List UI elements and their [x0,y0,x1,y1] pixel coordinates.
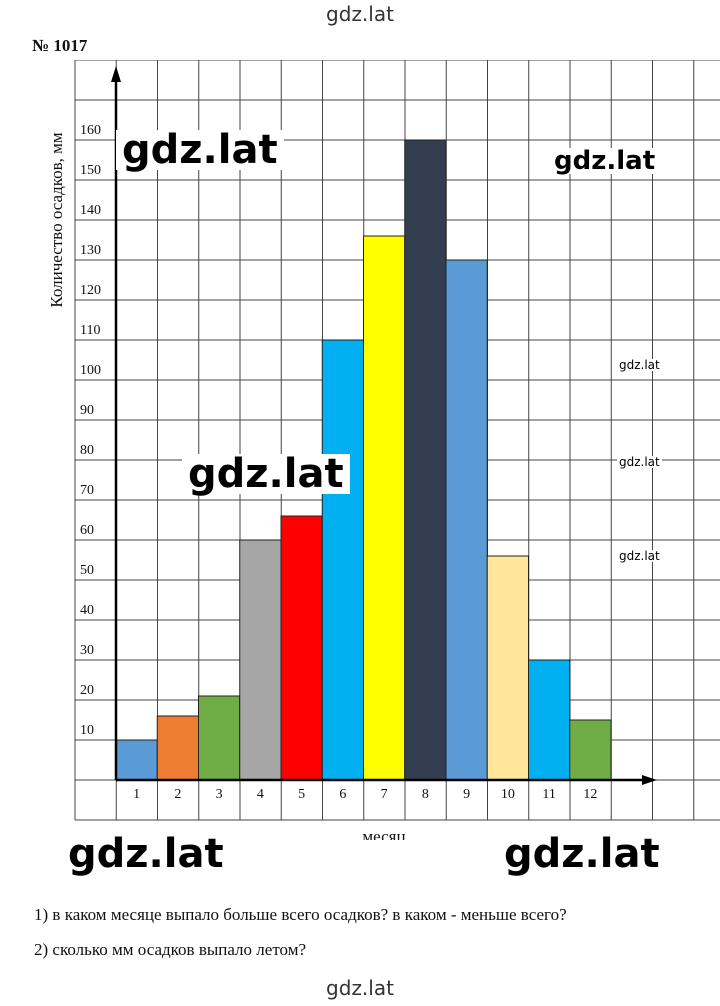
watermark-overlay: gdz.lat [552,146,658,176]
y-tick-label: 110 [80,323,100,338]
x-tick-label: 8 [422,787,429,802]
y-axis-label: Количество осадков, мм [47,132,66,308]
bar-month-3 [198,695,241,781]
watermark-overlay: gdz.lat [62,834,230,874]
y-tick-label: 130 [80,243,101,258]
y-tick-label: 50 [80,563,94,578]
x-tick-label: 10 [501,787,515,802]
y-tick-label: 60 [80,523,94,538]
task-number: № 1017 [32,36,88,55]
y-tick-label: 20 [80,683,94,698]
chart-bars [115,139,612,781]
x-tick-label: 1 [133,787,140,802]
x-tick-label: 11 [542,787,555,802]
x-tick-label: 6 [339,787,346,802]
x-tick-label: 2 [174,787,181,802]
y-tick-label: 150 [80,163,101,178]
site-watermark-bottom: gdz.lat [326,976,394,1000]
y-tick-label: 120 [80,283,101,298]
x-axis-arrow-icon [642,775,657,785]
bar-month-10 [486,555,529,781]
y-tick-label: 80 [80,443,94,458]
y-tick-label: 30 [80,643,94,658]
watermark-overlay: gdz.lat [116,130,284,170]
watermark-overlay: gdz.lat [617,455,662,469]
watermark-overlay: gdz.lat [182,454,350,494]
y-tick-label: 100 [80,363,101,378]
site-watermark-top: gdz.lat [326,2,394,26]
bar-month-7 [363,235,406,781]
y-axis-arrow-icon [111,66,121,82]
bar-month-2 [156,715,199,781]
bar-month-11 [528,659,571,781]
bar-month-8 [404,139,447,781]
x-tick-label: 12 [583,787,597,802]
chart-labels: 1020304050607080901001101201301401501601… [80,123,597,802]
precipitation-bar-chart: 1020304050607080901001101201301401501601… [47,60,720,840]
bar-month-1 [115,739,158,781]
x-tick-label: 5 [298,787,305,802]
watermark-overlay: gdz.lat [617,358,662,372]
y-tick-label: 140 [80,203,101,218]
y-tick-label: 10 [80,723,94,738]
watermark-overlay: gdz.lat [498,834,666,874]
question-1: 1) в каком месяце выпало больше всего ос… [34,905,567,924]
x-tick-label: 9 [463,787,470,802]
question-2: 2) сколько мм осадков выпало летом? [34,940,307,959]
x-axis-label: месяц [362,827,405,840]
bar-month-12 [569,719,612,781]
y-tick-label: 90 [80,403,94,418]
y-tick-label: 70 [80,483,94,498]
y-tick-label: 40 [80,603,94,618]
x-tick-label: 7 [381,787,388,802]
x-tick-label: 3 [216,787,223,802]
bar-month-4 [239,539,282,781]
chart-axes [111,66,657,785]
x-tick-label: 4 [257,787,264,802]
watermark-overlay: gdz.lat [617,549,662,563]
y-tick-label: 160 [80,123,101,138]
bar-month-5 [280,515,323,781]
bar-month-9 [445,259,488,781]
bar-month-6 [321,339,364,781]
